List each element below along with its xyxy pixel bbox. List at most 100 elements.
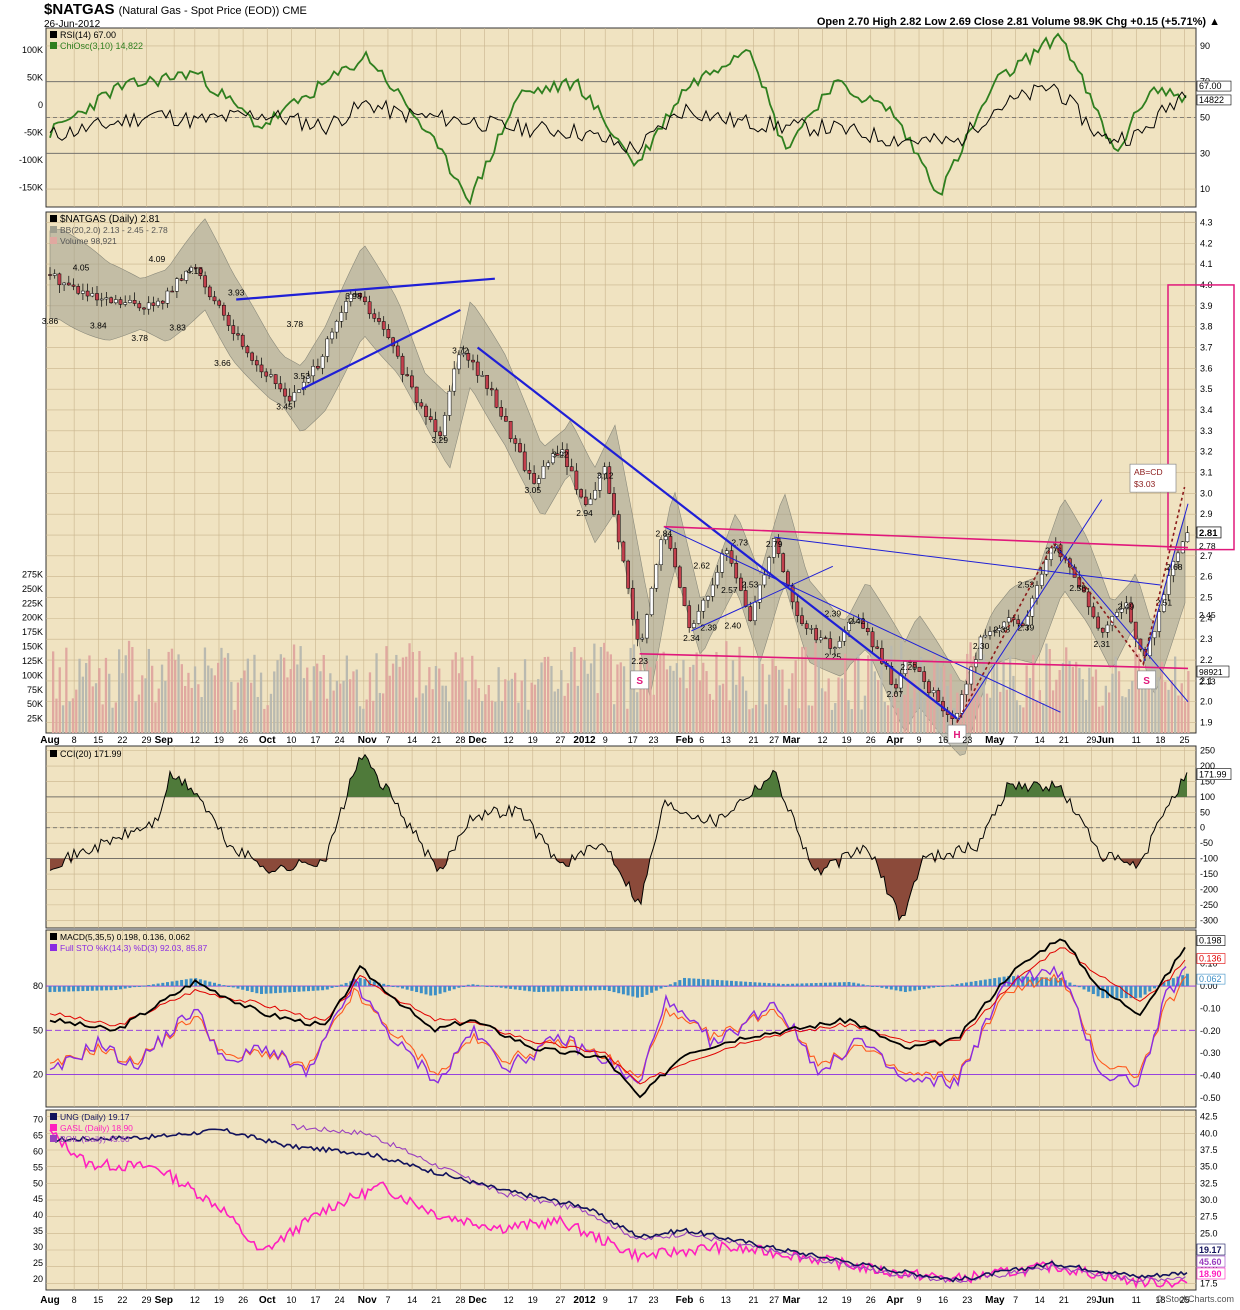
histogram-bar <box>927 986 931 989</box>
price-annotation: 2.20 <box>900 662 917 672</box>
histogram-bar <box>457 986 461 988</box>
candle-body <box>734 563 739 579</box>
date-axis-label: 18 <box>1155 735 1165 745</box>
volume-bar <box>606 651 609 733</box>
date-axis-label: Sep <box>155 735 173 746</box>
ung-line <box>49 1127 1188 1283</box>
candle-body <box>598 473 602 491</box>
price-legend-entry: $NATGAS (Daily) 2.81 <box>60 214 160 225</box>
volume-bar <box>860 709 863 733</box>
volume-bar <box>642 684 645 733</box>
candle-body <box>1129 602 1133 623</box>
candle-body <box>485 375 489 389</box>
candle-body <box>1133 621 1138 640</box>
histogram-bar <box>128 986 132 988</box>
volume-bar <box>669 665 672 733</box>
histogram-bar <box>565 986 569 992</box>
candle-body <box>616 514 621 543</box>
etf-left-tick: 50 <box>33 1178 43 1188</box>
cci-right-tick: -50 <box>1200 838 1213 848</box>
volume-bar <box>705 671 708 733</box>
rsi-left-tick: -150K <box>19 183 43 193</box>
candle-body <box>565 449 569 467</box>
volume-bar <box>236 682 240 733</box>
date-axis-label: Jun <box>1096 735 1114 746</box>
date-axis-label: 23 <box>962 1295 972 1305</box>
candle-body <box>508 420 513 439</box>
volume-bar <box>464 681 467 733</box>
macd-right-tick: 0.00 <box>1200 981 1218 991</box>
volume-bar <box>847 700 850 733</box>
candle-body <box>325 338 330 357</box>
etf-left-tick: 45 <box>33 1194 43 1204</box>
histogram-bar <box>217 983 221 987</box>
price-annotation: 4.09 <box>149 254 166 264</box>
histogram-bar <box>706 979 710 987</box>
volume-bar <box>976 684 979 733</box>
histogram-bar <box>955 983 959 987</box>
histogram-bar <box>589 986 592 991</box>
date-axis-label: 10 <box>286 1295 296 1305</box>
candle-body <box>461 353 466 356</box>
volume-bar <box>1160 661 1164 733</box>
etf-right-tick: 32.5 <box>1200 1178 1218 1188</box>
histogram-bar <box>509 986 513 989</box>
candle-body <box>499 407 504 417</box>
volume-bar <box>573 647 576 733</box>
volume-bar <box>101 704 104 733</box>
histogram-bar <box>950 984 954 987</box>
histogram-bar <box>701 979 705 987</box>
histogram-bar <box>1002 976 1006 987</box>
volume-bar <box>774 665 777 733</box>
chiosc-line <box>49 32 1187 206</box>
volume-tick: 175K <box>22 627 43 637</box>
histogram-bar <box>213 982 216 987</box>
candle-body <box>569 466 574 472</box>
macd-legend-entry: MACD(5,35,5) 0.198, 0.136, 0.062 <box>60 932 190 942</box>
candle-body <box>739 577 743 591</box>
histogram-bar <box>828 982 832 987</box>
histogram-bar <box>57 986 61 992</box>
macd-left-tick: 80 <box>33 981 43 991</box>
volume-bar <box>200 697 203 733</box>
volume-bar <box>78 658 81 733</box>
histogram-bar <box>579 986 583 991</box>
histogram-bar <box>137 986 141 988</box>
candle-body <box>518 443 522 453</box>
volume-bar <box>342 680 345 733</box>
macd-left-tick: 20 <box>33 1070 43 1080</box>
histogram-bar <box>151 984 155 987</box>
candle-body <box>358 293 363 298</box>
volume-bar <box>619 662 622 733</box>
volume-bar <box>1075 661 1078 733</box>
candle-body <box>823 637 828 640</box>
volume-bar <box>675 663 678 733</box>
candle-body <box>757 584 762 603</box>
volume-bar <box>880 666 883 733</box>
candle-body <box>663 536 668 541</box>
rsi-right-tick: 90 <box>1200 41 1210 51</box>
volume-tick: 100K <box>22 670 43 680</box>
histogram-bar <box>969 981 973 987</box>
candle-body <box>593 490 598 500</box>
candle-body <box>720 553 724 573</box>
volume-bar <box>302 678 306 733</box>
volume-bar <box>471 655 474 733</box>
date-axis-label: 7 <box>385 1295 390 1305</box>
date-axis-label: 19 <box>528 1295 538 1305</box>
volume-bar <box>745 690 748 733</box>
histogram-bar <box>288 986 292 993</box>
candle-body <box>1091 606 1096 618</box>
volume-bar <box>735 684 738 733</box>
cci-right-tick: 0 <box>1200 823 1205 833</box>
volume-bar <box>395 654 398 733</box>
date-axis-label: 26 <box>866 735 876 745</box>
volume-bar <box>428 667 431 733</box>
histogram-bar <box>429 986 433 996</box>
volume-bar <box>1088 667 1091 733</box>
volume-bar <box>415 697 418 733</box>
candle-body <box>212 296 217 302</box>
price-annotation: 2.84 <box>656 529 673 539</box>
candle-body <box>870 631 875 648</box>
